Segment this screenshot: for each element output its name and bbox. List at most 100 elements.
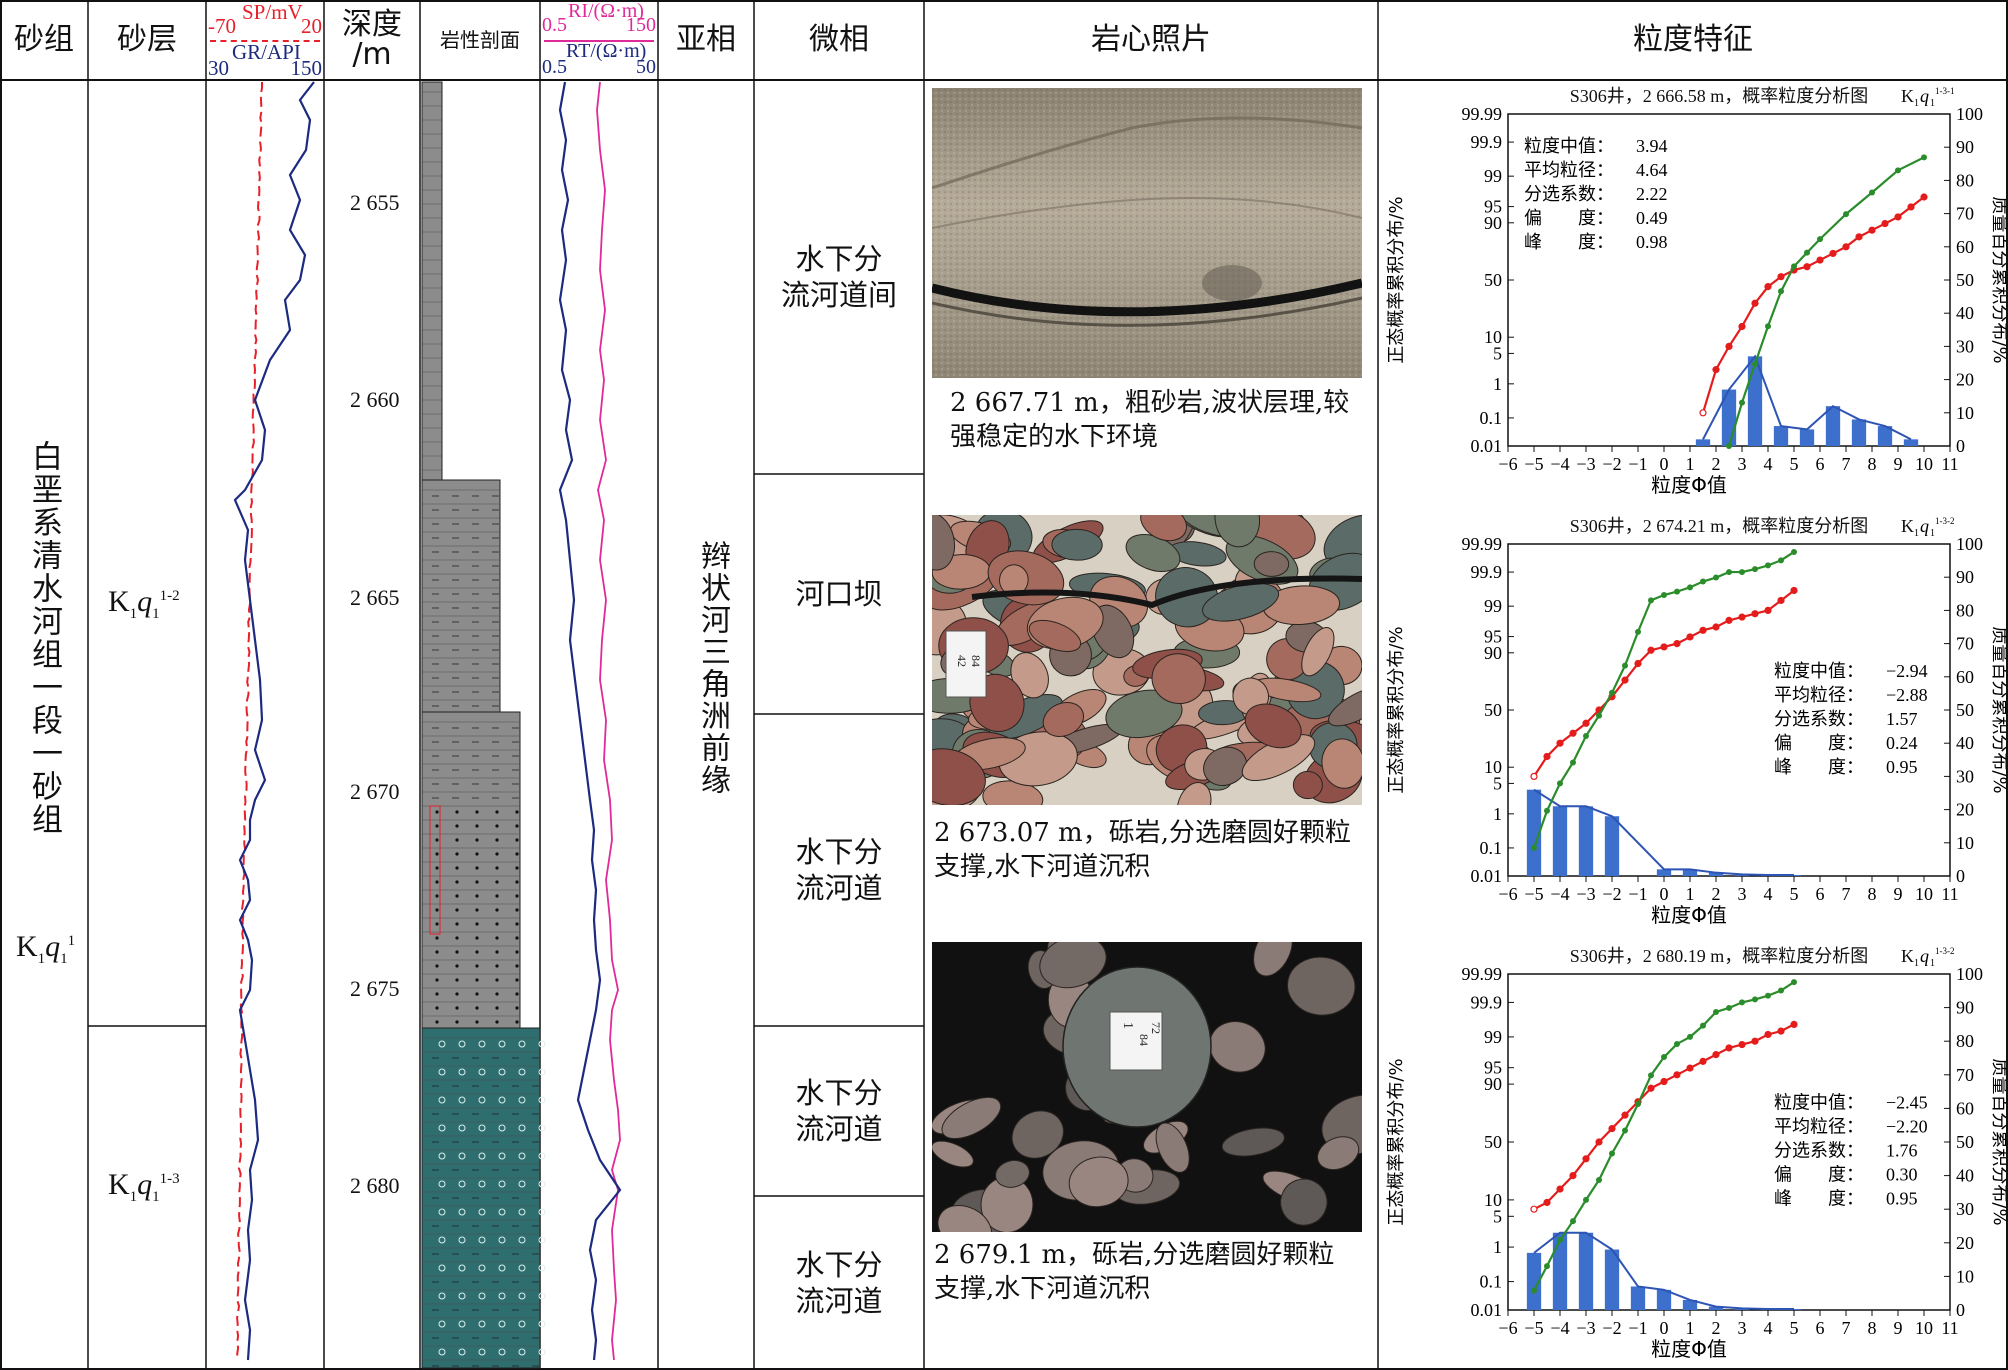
lithology-sand-dot (435, 1006, 439, 1010)
lithology-sand-dot (455, 950, 459, 954)
lithology-gravel (438, 1180, 446, 1188)
mass-cumulative-point (1738, 322, 1746, 331)
x-tick-label: −5 (1524, 884, 1543, 904)
lithology-sand-dot (455, 1020, 459, 1024)
x-tick-label: −4 (1550, 1318, 1569, 1338)
photo2-fracture (971, 575, 1362, 609)
x-tick-label: 6 (1816, 454, 1825, 474)
histogram-bar (1656, 869, 1672, 876)
lithology-sand-dot (455, 838, 459, 842)
sp-min: -70 (208, 14, 236, 38)
lithology-gravel (498, 1068, 506, 1076)
lithology-sand-dot (495, 810, 499, 814)
probability-cumulative-point (1583, 1196, 1589, 1203)
photo2-tag-text: 84 (969, 655, 983, 667)
sand-group-name: 白垩系清水河组一段一砂组 (26, 440, 62, 836)
y-left-axis-label: 正态概率累积分布/% (1386, 1058, 1407, 1225)
y-left-tick-label: 99.99 (1462, 104, 1503, 124)
y-left-tick-label: 99.9 (1471, 562, 1503, 582)
y-right-tick-label: 60 (1956, 1098, 1974, 1118)
lithology-sand-dot (455, 810, 459, 814)
chart-title-code: K (1901, 516, 1914, 536)
y-right-tick-label: 30 (1956, 336, 1974, 356)
y-right-tick-label: 30 (1956, 766, 1974, 786)
lithology-sand-dot (475, 922, 479, 926)
x-tick-label: 3 (1738, 454, 1747, 474)
lithology-gravel (438, 1124, 446, 1132)
probability-cumulative-point (1778, 987, 1784, 994)
lithology-gravel (478, 1040, 486, 1048)
lithology-sand-dot (455, 978, 459, 982)
layer1-base: K (108, 585, 130, 618)
x-tick-label: 2 (1712, 884, 1721, 904)
probability-cumulative-point (1596, 1177, 1602, 1184)
mass-cumulative-point (1816, 256, 1824, 264)
lithology-gravel (478, 1208, 486, 1216)
y-right-tick-label: 10 (1956, 1266, 1974, 1286)
mass-cumulative-point (1842, 243, 1850, 251)
histogram-bar (1552, 806, 1568, 876)
lithology-sand-dot (455, 824, 459, 828)
lithology-sand-dot (435, 978, 439, 982)
pebble (1039, 942, 1107, 989)
x-tick-label: 2 (1712, 454, 1721, 474)
mass-cumulative-point (1673, 640, 1681, 648)
lithology-sand-dot (435, 866, 439, 870)
lithology-gravel (518, 1096, 526, 1104)
lithology-gravel (498, 1208, 506, 1216)
lithology-sand-dot (515, 1006, 519, 1010)
probability-cumulative-line (1533, 981, 1795, 1292)
x-tick-label: 1 (1686, 454, 1695, 474)
sp-label: SP/mV (242, 0, 303, 24)
y-left-tick-label: 99.99 (1462, 534, 1503, 554)
lithology-gravel (518, 1180, 526, 1188)
mass-cumulative-point (1569, 1172, 1577, 1180)
y-right-tick-label: 70 (1956, 204, 1974, 224)
header-core-photo-label: 岩心照片 (1091, 22, 1211, 57)
y-right-tick-label: 0 (1956, 436, 1965, 456)
layer1-sup: 1-2 (159, 588, 180, 604)
mass-cumulative-point (1530, 1205, 1538, 1213)
lithology-gravel (458, 1264, 466, 1272)
histogram-bar (1682, 1299, 1698, 1310)
x-tick-label: 11 (1941, 884, 1958, 904)
header-subfacies-label: 亚相 (676, 22, 736, 57)
lithology-sand-dot (495, 894, 499, 898)
lithology-gravel (438, 1264, 446, 1272)
y-right-tick-label: 50 (1956, 1132, 1974, 1152)
y-right-tick-label: 80 (1956, 600, 1974, 620)
x-tick-label: 9 (1894, 884, 1903, 904)
histogram-bar (1877, 426, 1893, 446)
lithology-gravel (498, 1292, 506, 1300)
lithology-sand-dot (435, 810, 439, 814)
lithology-gravel (498, 1180, 506, 1188)
lithology-gravel (458, 1208, 466, 1216)
mass-cumulative-line (1533, 1023, 1795, 1211)
lithology-sand-dot (475, 1006, 479, 1010)
lithology-sand-dot (475, 866, 479, 870)
ri-label: RI/(Ω·m) (568, 0, 644, 22)
lithology-sand-dot (495, 824, 499, 828)
y-left-tick-label: 99 (1484, 166, 1502, 186)
x-tick-label: 2 (1712, 1318, 1721, 1338)
photo2-tag-text: 42 (955, 655, 969, 667)
pebble (995, 1159, 1030, 1188)
probability-cumulative-point (1687, 1033, 1693, 1040)
x-tick-label: −6 (1498, 454, 1517, 474)
gr-curve (233, 81, 315, 1361)
pebble (1028, 619, 1082, 652)
lithology-gravel (438, 1320, 446, 1328)
lithology-gravel (538, 1152, 546, 1160)
photo1-lamina (932, 196, 1362, 229)
subfacies-name: 辫状河三角洲前缘 (695, 540, 730, 796)
lithology-sand-dot (495, 950, 499, 954)
mass-cumulative-point (1764, 606, 1772, 615)
y-right-axis-label: 质量百分累积分布/% (1989, 196, 2006, 363)
y-right-tick-label: 90 (1956, 137, 1974, 157)
x-tick-label: 8 (1868, 1318, 1877, 1338)
pebble (1105, 689, 1183, 738)
histogram-outline (1702, 354, 1912, 441)
layer2-sup: 1-3 (159, 1171, 180, 1187)
x-tick-label: 3 (1738, 884, 1747, 904)
